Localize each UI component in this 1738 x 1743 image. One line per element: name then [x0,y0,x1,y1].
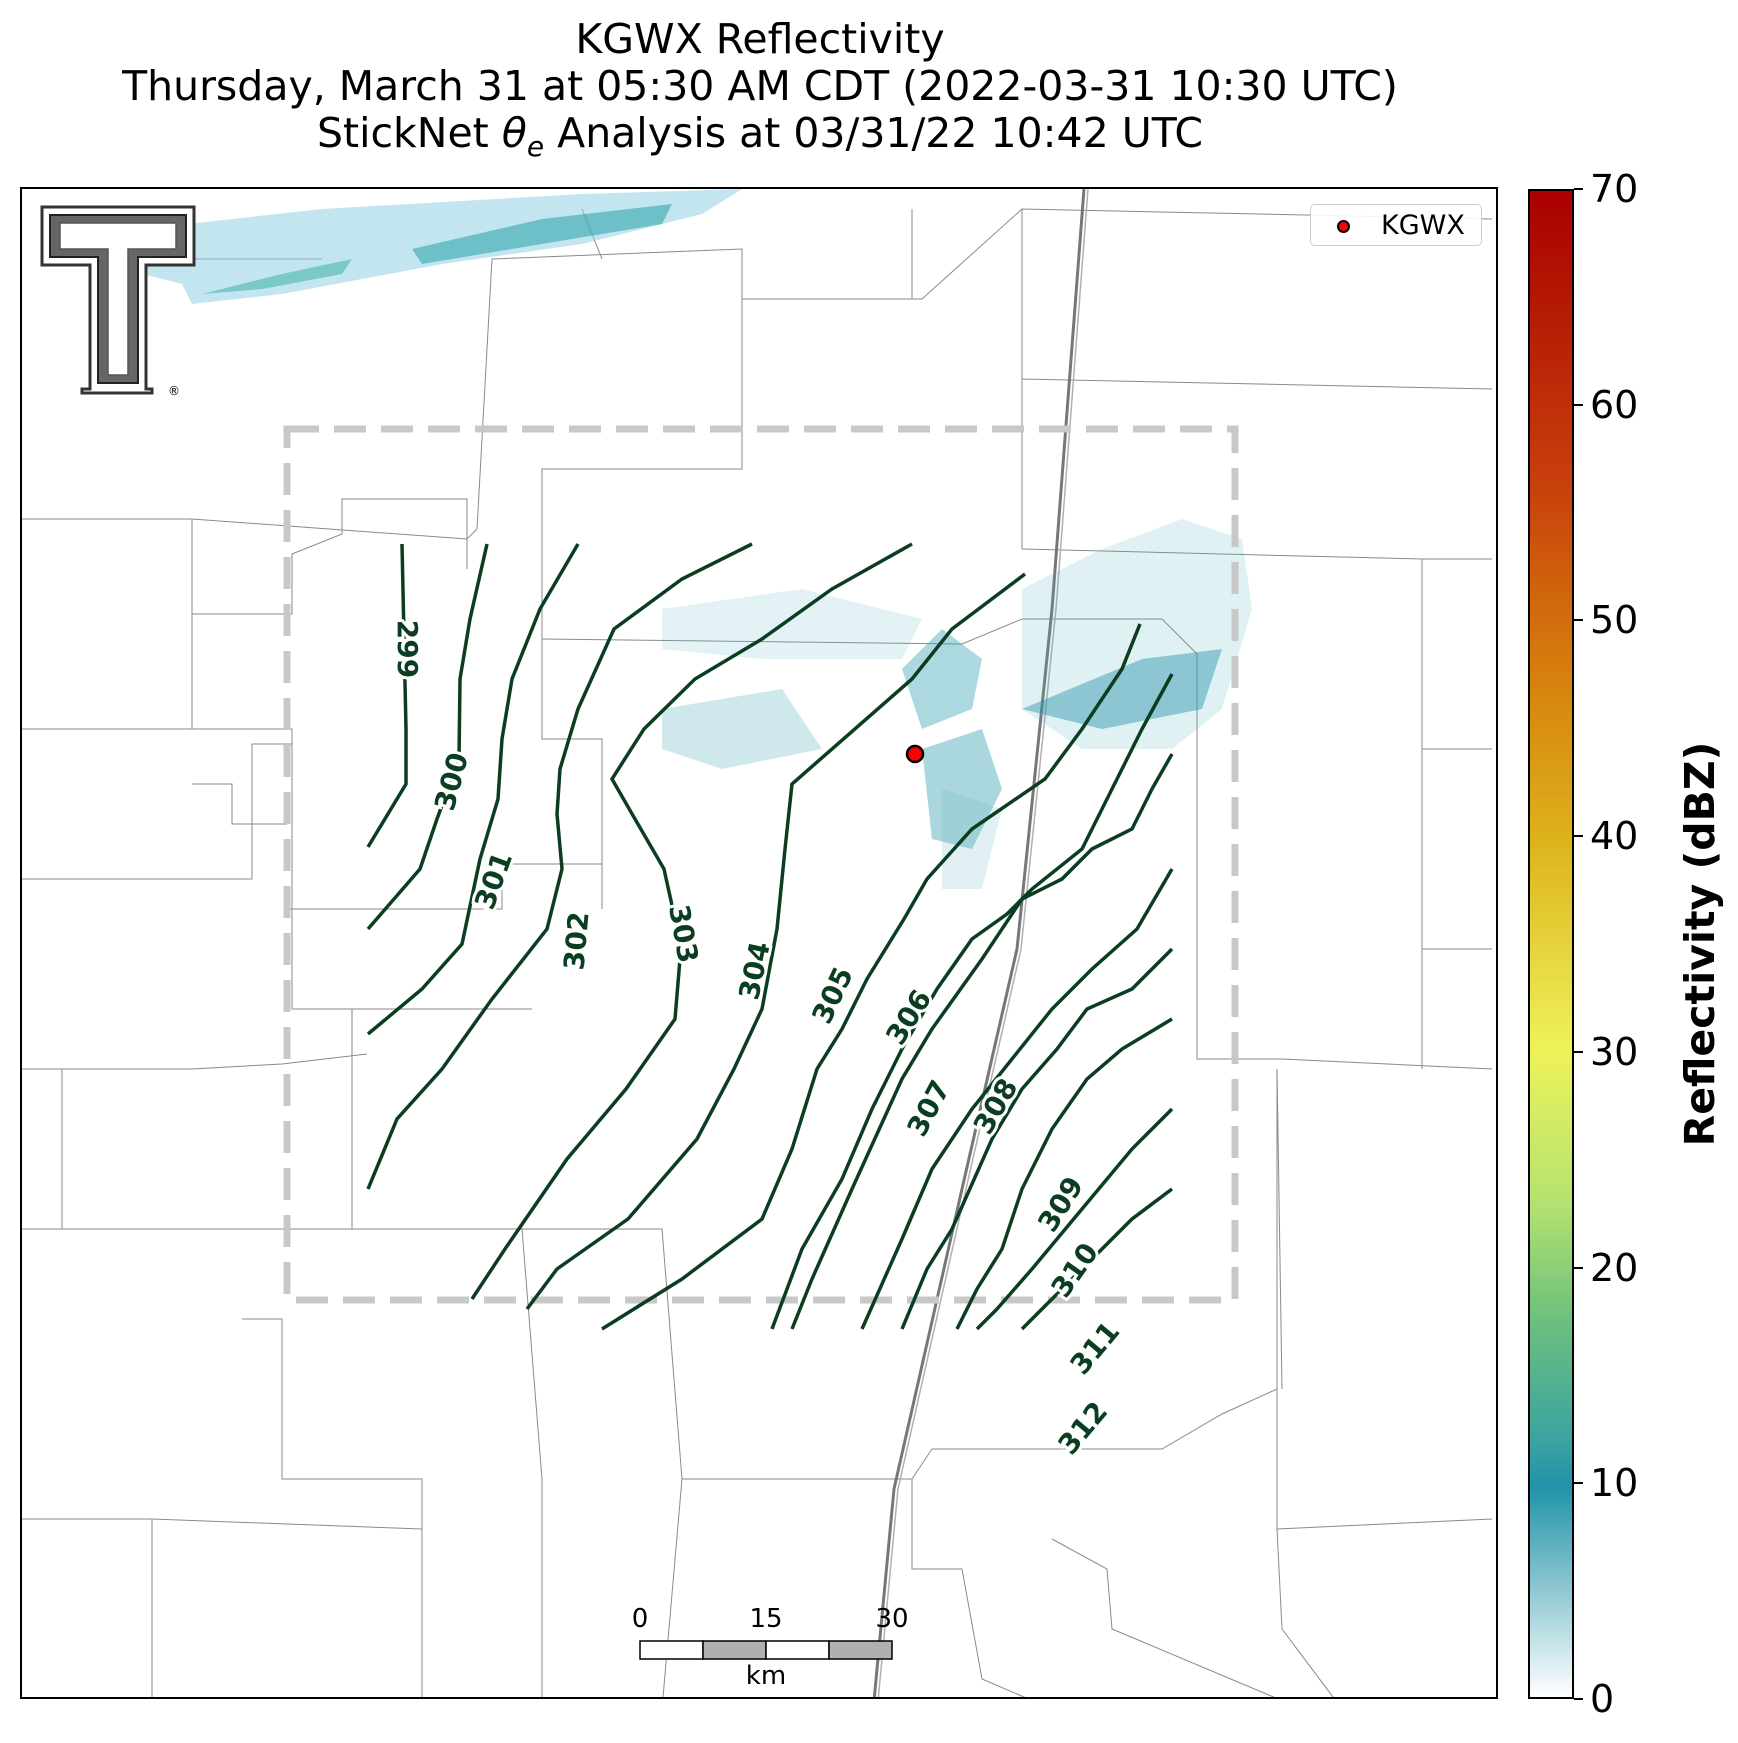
colorbar-tick-label: 50 [1590,598,1639,643]
highway-line [872,189,1086,1697]
theta-e-contours [366,542,1174,1331]
colorbar-tick-label: 10 [1590,1461,1639,1506]
contour-label: 309 [1031,1171,1090,1238]
colorbar-tick [1574,188,1583,190]
scale-bar [639,1640,893,1660]
title-line-1: KGWX Reflectivity [575,15,945,63]
texas-tech-logo: ® [40,205,196,398]
scale-tick-label: 30 [875,1604,909,1634]
contour-label: 299 [391,620,424,678]
contour-label: 303 [662,902,705,965]
legend-marker-icon [1337,220,1350,233]
colorbar-tick-label: 0 [1590,1677,1615,1721]
radar-site-marker[interactable] [905,744,925,764]
colorbar-tick [1574,1266,1583,1269]
contour-label: 300 [428,749,475,814]
registered-mark: ® [168,384,180,398]
reflectivity-colorbar [1528,189,1574,1699]
contour-label: 310 [1044,1237,1105,1304]
contour-label: 304 [732,939,776,1003]
map-legend: KGWX [1310,204,1482,246]
contour-label: 301 [468,847,519,913]
scale-tick-label: 15 [749,1604,783,1634]
colorbar-tick [1574,1482,1583,1485]
colorbar-tick [1574,619,1583,622]
contour-label: 305 [805,962,860,1029]
colorbar-tick-label: 60 [1590,382,1639,427]
colorbar-tick [1574,1050,1583,1053]
colorbar-label: Reflectivity (dBZ) [1676,741,1724,1147]
colorbar-tick-label: 30 [1590,1029,1639,1074]
contour-label: 311 [1063,1315,1126,1381]
map-panel[interactable]: 299 300 301 302 303 304 305 306 307 308 … [20,187,1498,1699]
analysis-domain-box [283,425,1239,1304]
scale-tick-label: 0 [631,1604,649,1634]
legend-label: KGWX [1381,210,1465,241]
colorbar-tick-label: 40 [1590,814,1639,859]
contour-label: 307 [900,1075,957,1142]
scale-unit-label: km [745,1661,787,1691]
colorbar-tick-label: 20 [1590,1245,1639,1290]
colorbar-tick-label: 70 [1590,167,1639,211]
contour-label: 306 [879,984,938,1051]
title-line-2: Thursday, March 31 at 05:30 AM CDT (2022… [122,62,1398,110]
contour-label: 312 [1051,1395,1114,1461]
colorbar-tick [1574,835,1583,838]
title-line-3: StickNet θe Analysis at 03/31/22 10:42 U… [317,109,1203,164]
contour-label: 302 [558,910,596,971]
colorbar-tick [1574,403,1583,406]
colorbar-tick [1574,1698,1583,1700]
